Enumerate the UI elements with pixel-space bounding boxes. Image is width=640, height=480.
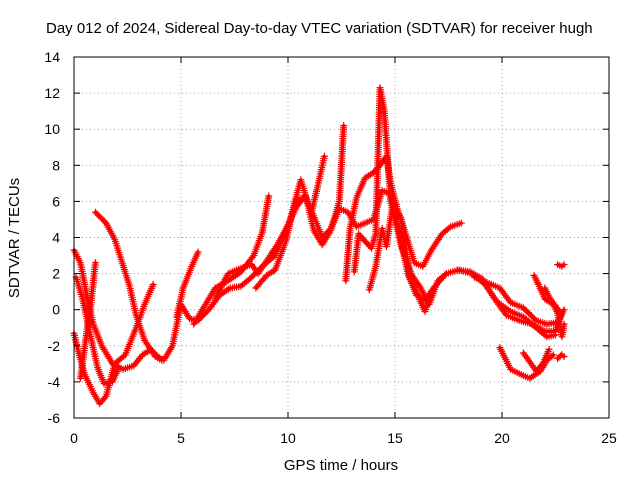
series-layer (70, 84, 568, 408)
series-track-9 (252, 122, 348, 292)
y-tick-label: 10 (44, 121, 60, 137)
series-track-4 (76, 259, 99, 382)
y-tick-label: 14 (44, 49, 60, 65)
y-tick-label: -6 (48, 410, 61, 426)
y-tick-label: 0 (52, 302, 60, 318)
series-line (352, 86, 448, 306)
y-tick-labels: -6 -4 -2 0 2 4 6 8 10 12 14 (44, 49, 60, 426)
series-markers (541, 284, 564, 316)
y-tick-label: 6 (52, 193, 60, 209)
axis-ticks (73, 56, 610, 419)
chart-title: Day 012 of 2024, Sidereal Day-to-day VTE… (46, 20, 593, 37)
series-track-16 (519, 345, 553, 375)
series-track-20 (554, 351, 568, 362)
x-tick-label: 5 (177, 430, 185, 446)
series-markers (350, 84, 450, 308)
y-tick-label: -2 (48, 338, 61, 354)
series-track-18 (541, 284, 564, 316)
series-track-5 (91, 208, 166, 364)
series-markers (519, 345, 553, 375)
y-tick-label: 12 (44, 85, 60, 101)
series-track-7 (190, 192, 273, 328)
x-tick-label: 10 (280, 430, 296, 446)
series-markers (91, 208, 166, 364)
y-axis-title: SDTVAR / TECUs (6, 178, 23, 298)
series-markers (365, 199, 438, 315)
x-tick-labels: 0 5 10 15 20 25 (70, 430, 617, 446)
x-tick-label: 20 (494, 430, 510, 446)
x-tick-label: 15 (387, 430, 403, 446)
series-track-1 (70, 187, 559, 373)
x-tick-label: 0 (70, 430, 78, 446)
series-track-6 (173, 248, 202, 321)
series-track-19 (554, 261, 568, 270)
y-tick-label: 8 (52, 157, 60, 173)
x-tick-label: 25 (601, 430, 617, 446)
series-track-11 (350, 84, 450, 308)
series-markers (173, 248, 202, 321)
y-tick-label: 4 (52, 230, 60, 246)
series-markers (554, 351, 568, 362)
series-markers (70, 187, 559, 373)
series-markers (554, 261, 568, 270)
x-axis-title: GPS time / hours (284, 457, 398, 474)
series-track-12 (365, 199, 438, 315)
y-tick-label: 2 (52, 266, 60, 282)
series-markers (190, 192, 273, 328)
series-markers (76, 259, 99, 382)
y-tick-label: -4 (48, 374, 61, 390)
series-track-14 (470, 273, 568, 328)
series-markers (252, 122, 348, 292)
